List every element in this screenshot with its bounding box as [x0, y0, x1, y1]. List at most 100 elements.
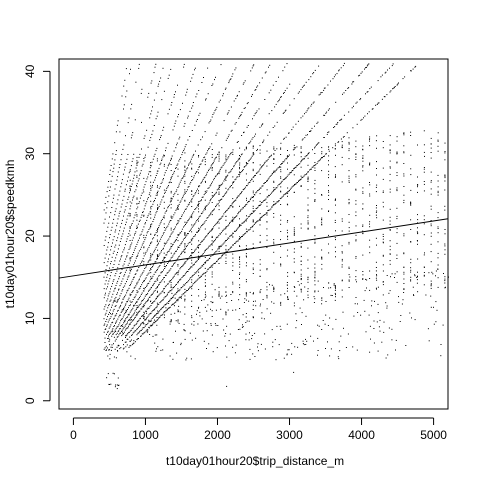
- data-point: [116, 222, 118, 224]
- data-point: [247, 201, 249, 202]
- data-point: [236, 196, 238, 198]
- data-point: [198, 190, 199, 192]
- data-point: [216, 347, 218, 349]
- data-point: [215, 309, 217, 311]
- data-point: [138, 319, 140, 321]
- data-point: [355, 176, 357, 178]
- data-point: [184, 166, 186, 168]
- data-point: [437, 132, 439, 134]
- data-point: [116, 124, 118, 126]
- data-point: [130, 329, 132, 331]
- data-point: [213, 209, 215, 211]
- data-point: [204, 282, 206, 284]
- data-point: [267, 134, 269, 136]
- data-point: [224, 241, 226, 243]
- data-point: [363, 117, 364, 119]
- data-point: [379, 330, 381, 332]
- data-point: [198, 156, 199, 158]
- data-point: [389, 167, 391, 169]
- data-point: [115, 131, 117, 133]
- data-point: [177, 175, 179, 177]
- data-point: [136, 226, 138, 228]
- data-point: [111, 226, 113, 228]
- data-point: [239, 210, 241, 212]
- data-point: [151, 267, 153, 268]
- data-point: [146, 331, 148, 333]
- data-point: [170, 160, 171, 162]
- data-point: [118, 334, 120, 336]
- data-point: [376, 174, 377, 176]
- data-point: [215, 237, 217, 239]
- data-point: [335, 230, 336, 232]
- data-point: [138, 311, 140, 313]
- x-tick-label: 2000: [204, 428, 231, 442]
- data-point: [287, 191, 289, 193]
- data-point: [214, 158, 216, 160]
- data-point: [356, 101, 358, 103]
- data-point: [215, 251, 217, 253]
- data-point: [190, 255, 192, 256]
- data-point: [288, 154, 290, 156]
- data-point: [321, 147, 323, 149]
- data-point: [236, 95, 238, 97]
- data-point: [136, 301, 138, 303]
- data-point: [118, 263, 120, 265]
- data-point: [369, 138, 371, 140]
- data-point: [115, 208, 117, 210]
- data-point: [321, 256, 323, 258]
- data-point: [123, 249, 125, 251]
- data-point: [260, 303, 261, 305]
- data-point: [197, 204, 198, 206]
- data-point: [178, 322, 180, 324]
- data-point: [243, 82, 245, 84]
- data-point: [382, 284, 384, 286]
- data-point: [205, 220, 207, 221]
- data-point: [261, 185, 263, 187]
- data-point: [225, 227, 227, 229]
- data-point: [297, 92, 299, 94]
- data-point: [119, 226, 121, 228]
- data-point: [403, 199, 405, 201]
- data-point: [236, 240, 238, 242]
- data-point: [198, 185, 199, 187]
- data-point: [153, 99, 155, 101]
- data-point: [112, 171, 114, 173]
- data-point: [174, 302, 176, 303]
- data-point: [274, 188, 276, 190]
- data-point: [381, 74, 383, 76]
- data-point: [362, 187, 364, 189]
- data-point: [252, 152, 254, 154]
- data-point: [328, 282, 330, 284]
- data-point: [367, 91, 369, 93]
- data-point: [130, 310, 132, 312]
- data-point: [191, 107, 193, 109]
- data-point: [152, 184, 153, 186]
- data-point: [108, 383, 110, 385]
- data-point: [270, 312, 272, 314]
- data-point: [170, 257, 172, 259]
- data-point: [154, 308, 156, 310]
- data-point: [389, 245, 391, 247]
- data-point: [211, 283, 213, 285]
- data-point: [231, 234, 233, 236]
- data-point: [108, 181, 110, 182]
- data-point: [328, 199, 329, 200]
- data-point: [155, 246, 157, 248]
- data-point: [109, 384, 110, 385]
- data-point: [105, 212, 107, 214]
- data-point: [382, 281, 384, 283]
- data-point: [214, 252, 216, 254]
- data-point: [212, 162, 214, 164]
- data-point: [110, 245, 112, 247]
- data-point: [403, 292, 405, 293]
- data-point: [202, 265, 204, 267]
- data-point: [200, 275, 202, 277]
- data-point: [273, 241, 275, 243]
- data-point: [410, 262, 412, 264]
- data-point: [375, 211, 377, 213]
- data-point: [252, 211, 254, 213]
- data-point: [177, 208, 179, 210]
- data-point: [328, 108, 330, 110]
- data-point: [252, 170, 254, 172]
- data-point: [154, 250, 155, 252]
